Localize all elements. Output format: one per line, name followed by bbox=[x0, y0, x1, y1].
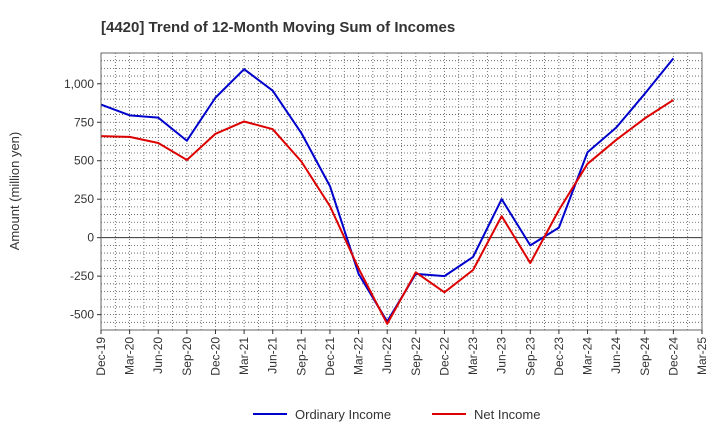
x-tick-label: Mar-22 bbox=[352, 337, 366, 375]
legend-label: Ordinary Income bbox=[295, 407, 391, 422]
y-axis-ticks: -500 -250 0 250 500 750 1,000 bbox=[64, 77, 101, 322]
x-tick-label: Dec-22 bbox=[437, 337, 451, 376]
x-tick-label: Mar-25 bbox=[695, 337, 709, 375]
y-tick-label: 500 bbox=[74, 154, 94, 168]
plot-border bbox=[100, 52, 703, 331]
x-tick-label: Jun-20 bbox=[151, 337, 165, 374]
x-tick-label: Dec-20 bbox=[208, 337, 222, 376]
plot-frame bbox=[100, 52, 703, 331]
y-tick-label: 1,000 bbox=[64, 77, 94, 91]
series-lines bbox=[100, 57, 675, 325]
legend-label: Net Income bbox=[474, 407, 540, 422]
series-line-net-income bbox=[100, 99, 674, 325]
y-tick-label: 0 bbox=[87, 231, 94, 245]
x-tick-label: Jun-24 bbox=[609, 337, 623, 374]
y-tick-label: -250 bbox=[70, 269, 94, 283]
y-tick-label: 250 bbox=[74, 192, 94, 206]
x-tick-label: Mar-21 bbox=[237, 337, 251, 375]
x-tick-label: Mar-23 bbox=[466, 337, 480, 375]
y-axis-label: Amount (million yen) bbox=[7, 132, 22, 251]
y-tick-label: -500 bbox=[70, 308, 94, 322]
x-tick-label: Jun-21 bbox=[266, 337, 280, 374]
x-tick-label: Dec-24 bbox=[666, 337, 680, 376]
x-tick-label: Sep-23 bbox=[523, 337, 537, 376]
y-tick-label: 750 bbox=[74, 115, 94, 129]
x-tick-label: Sep-22 bbox=[409, 337, 423, 376]
x-tick-label: Sep-21 bbox=[294, 337, 308, 376]
x-tick-label: Dec-21 bbox=[323, 337, 337, 376]
x-tick-label: Dec-23 bbox=[552, 337, 566, 376]
chart-title: [4420] Trend of 12-Month Moving Sum of I… bbox=[101, 19, 455, 36]
x-tick-label: Jun-23 bbox=[495, 337, 509, 374]
x-tick-label: Dec-19 bbox=[94, 337, 108, 376]
x-axis-ticks: Dec-19 Mar-20 Jun-20 Sep-20 Dec-20 Mar-21 Jun-… bbox=[94, 330, 709, 376]
x-tick-label: Sep-20 bbox=[180, 337, 194, 376]
legend: Ordinary Income Net Income bbox=[253, 407, 540, 422]
x-tick-label: Mar-24 bbox=[581, 337, 595, 375]
x-tick-label: Jun-22 bbox=[380, 337, 394, 374]
x-tick-label: Sep-24 bbox=[638, 337, 652, 376]
x-tick-label: Mar-20 bbox=[123, 337, 137, 375]
